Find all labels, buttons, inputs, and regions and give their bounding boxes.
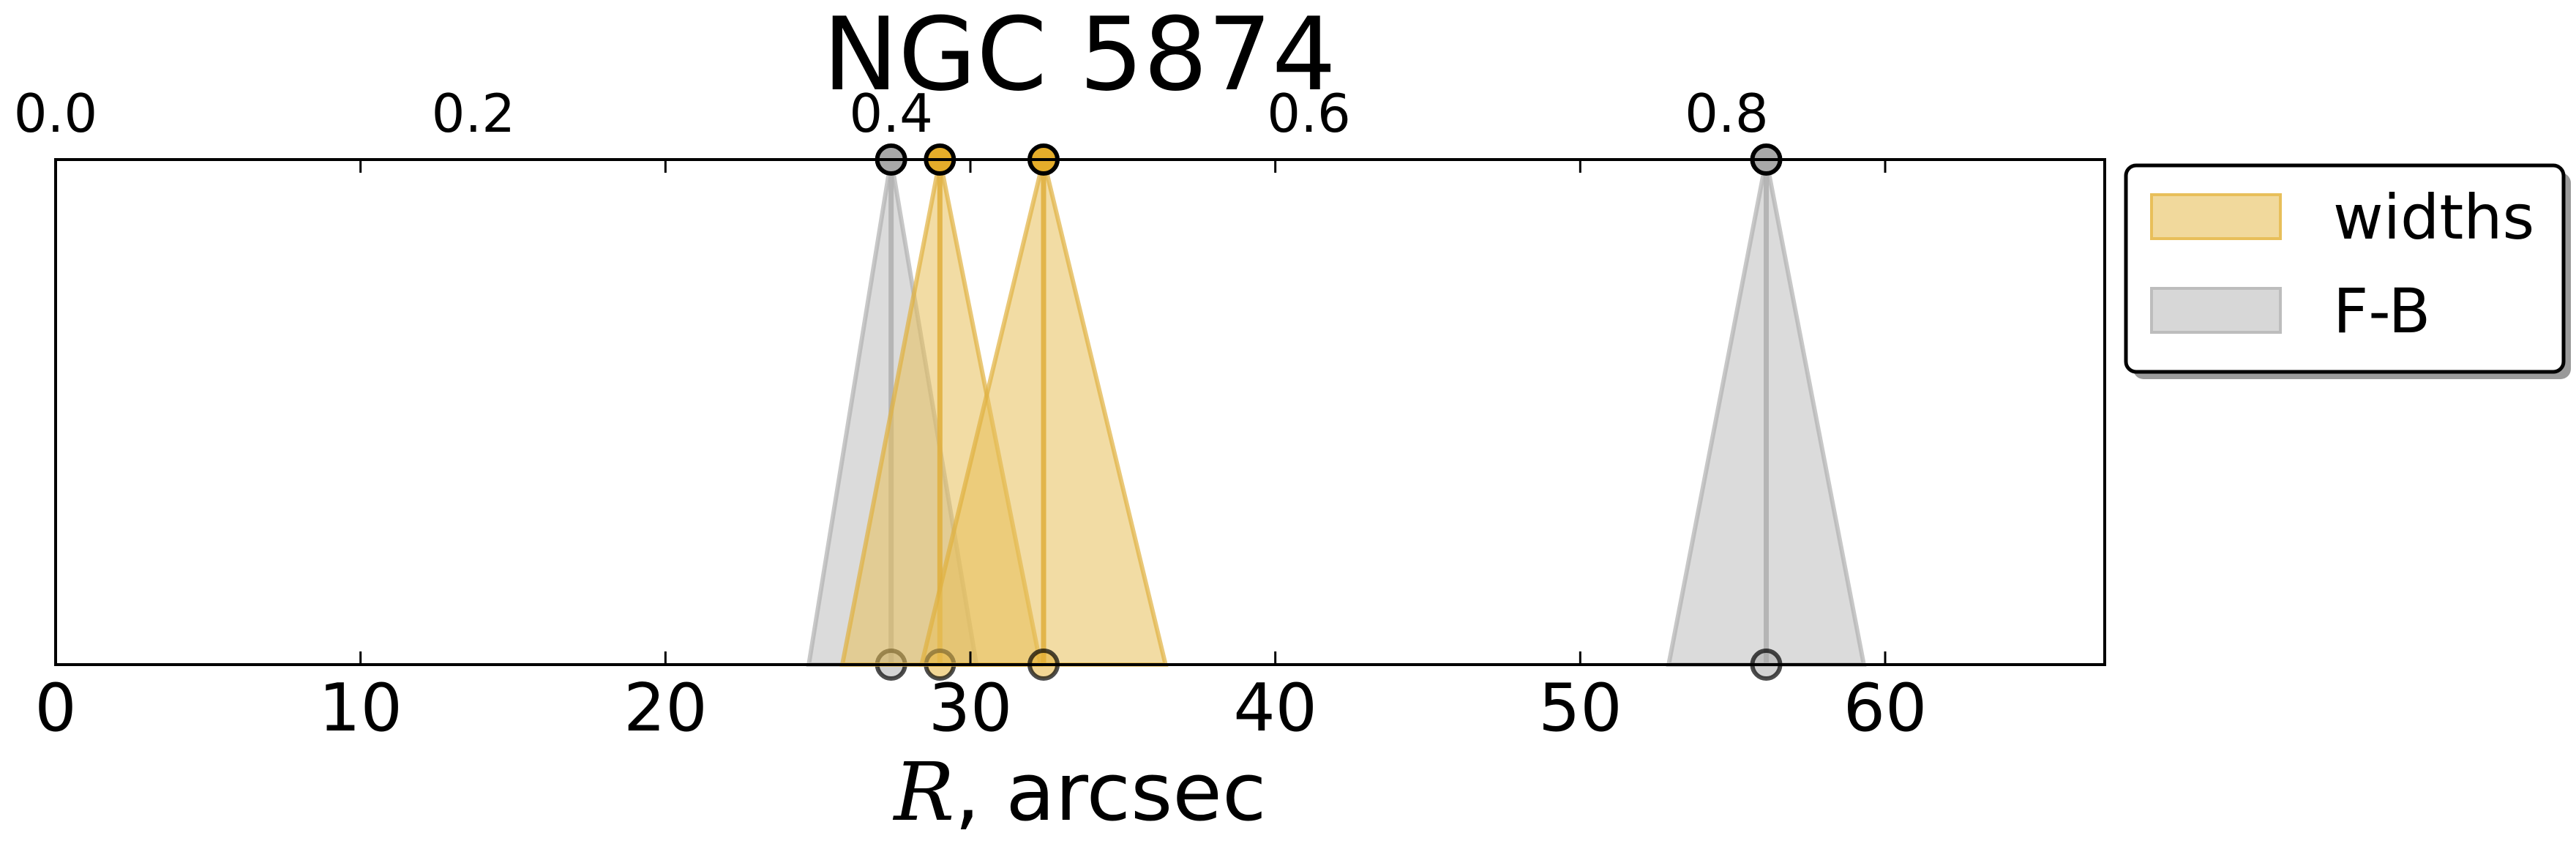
- legend: widths F-B: [2124, 163, 2571, 379]
- legend-items: widths F-B: [2150, 182, 2534, 347]
- bottom-tick-label-1: 10: [318, 670, 402, 747]
- top-tick-label-0: 0.0: [14, 83, 98, 144]
- bottom-tick-label-4: 40: [1233, 670, 1317, 747]
- legend-label-0: widths: [2333, 182, 2534, 253]
- x-axis-label-variable: R: [893, 745, 955, 839]
- bottom-tick-label-2: 20: [624, 670, 708, 747]
- chart-title: NGC 5874: [823, 0, 1336, 113]
- axis-ticks: 0 10 20 30 40 50 60 0.0 0.2 0.4 0.6 0.8: [14, 83, 1928, 747]
- bottom-tick-label-5: 50: [1538, 670, 1622, 747]
- top-tick-label-4: 0.8: [1685, 83, 1769, 144]
- legend-swatch-1: [2150, 287, 2282, 334]
- bottom-tick-label-0: 0: [34, 670, 76, 747]
- top-tick-label-1: 0.2: [432, 83, 516, 144]
- legend-swatch-0: [2150, 193, 2282, 240]
- x-axis-label: R, arcsec: [893, 745, 1267, 839]
- plot-frame: [54, 158, 2106, 666]
- top-tick-label-3: 0.6: [1267, 83, 1351, 144]
- plot-marks: [806, 143, 1867, 681]
- legend-label-1: F-B: [2333, 275, 2430, 347]
- x-axis-label-unit: , arcsec: [954, 745, 1266, 839]
- bottom-tick-label-6: 60: [1843, 670, 1928, 747]
- bottom-tick-label-3: 30: [929, 670, 1013, 747]
- top-tick-label-2: 0.4: [849, 83, 933, 144]
